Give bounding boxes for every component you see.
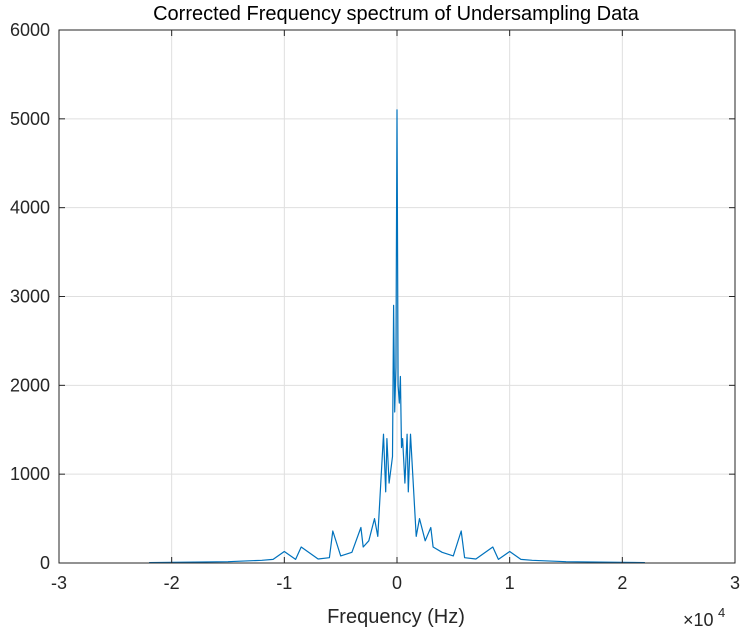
y-tick-label: 3000: [10, 287, 50, 307]
chart-title: Corrected Frequency spectrum of Undersam…: [153, 3, 640, 25]
x-ticks: -3 -2 -1 0 1 2 3: [51, 30, 740, 593]
y-tick-label: 5000: [10, 109, 50, 129]
x-exponent-power: 4: [718, 605, 725, 620]
y-tick-label: 1000: [10, 464, 50, 484]
y-tick-label: 2000: [10, 375, 50, 395]
x-tick-label: -1: [276, 573, 292, 593]
y-tick-label: 6000: [10, 20, 50, 40]
x-tick-label: 0: [392, 573, 402, 593]
series-line: [149, 109, 645, 564]
x-tick-label: 1: [505, 573, 515, 593]
x-exponent-base: ×10: [683, 610, 714, 630]
x-tick-label: 2: [617, 573, 627, 593]
y-ticks: 0 1000 2000 3000 4000 5000 6000: [10, 20, 735, 573]
x-tick-label: 3: [730, 573, 740, 593]
x-tick-label: -2: [164, 573, 180, 593]
x-axis-label: Frequency (Hz): [327, 606, 465, 628]
y-tick-label: 0: [40, 553, 50, 573]
x-tick-label: -3: [51, 573, 67, 593]
series-layer: [149, 109, 645, 564]
x-exponent-label: ×10 4: [683, 605, 725, 630]
y-tick-label: 4000: [10, 198, 50, 218]
